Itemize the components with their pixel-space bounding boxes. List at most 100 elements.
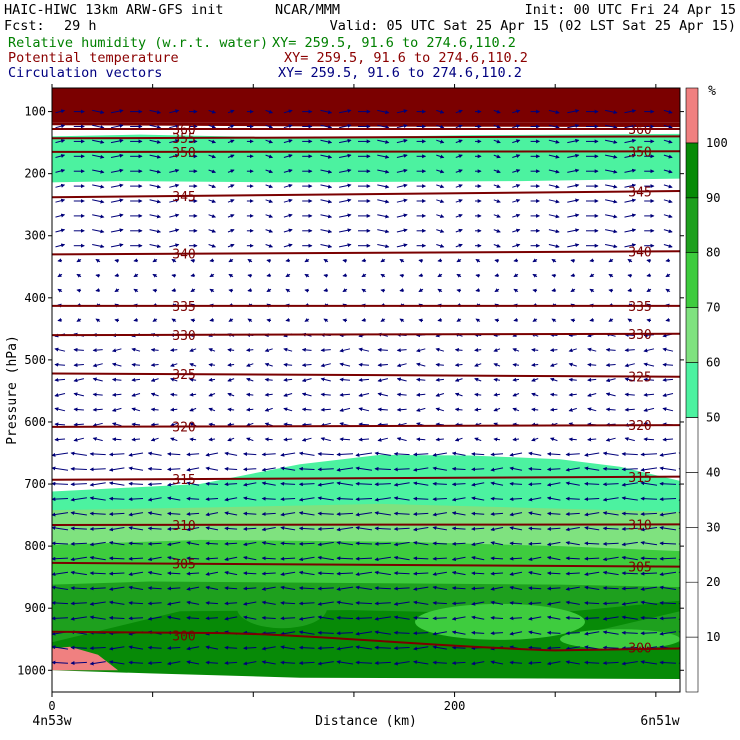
wind-vector	[167, 452, 181, 457]
wind-vector	[320, 377, 331, 382]
wind-vector	[186, 467, 200, 472]
wind-vector	[512, 407, 520, 412]
wind-vector	[283, 198, 293, 203]
wind-vector	[298, 556, 315, 562]
wind-vector	[568, 348, 577, 353]
field3-name: Circulation vectors	[8, 65, 162, 81]
wind-vector	[528, 556, 542, 562]
wind-vector	[640, 467, 658, 472]
wind-vector	[265, 124, 274, 129]
wind-vector	[92, 422, 103, 427]
wind-vector	[662, 362, 674, 367]
wind-vector	[147, 497, 162, 502]
wind-vector	[621, 601, 638, 606]
wind-vector	[602, 570, 619, 576]
wind-vector	[413, 527, 429, 532]
wind-vector	[663, 154, 673, 159]
wind-vector	[261, 467, 276, 472]
wind-vector	[205, 601, 219, 606]
wind-vector	[509, 497, 523, 502]
wind-vector	[565, 512, 580, 517]
wind-vector	[54, 422, 66, 427]
wind-vector	[265, 139, 274, 144]
wind-vector	[243, 601, 257, 606]
circulation-vectors	[52, 109, 680, 666]
field2-name: Potential temperature	[8, 50, 179, 66]
wind-vector	[70, 541, 87, 546]
wind-vector	[320, 407, 331, 412]
wind-vector	[663, 199, 673, 204]
wind-vector	[602, 556, 619, 562]
wind-vector	[283, 243, 293, 248]
wind-vector	[336, 556, 354, 561]
wind-vector	[128, 541, 144, 546]
wind-vector	[108, 556, 125, 561]
wind-vector	[374, 541, 391, 546]
wind-vector	[243, 541, 257, 547]
wind-vector	[377, 139, 390, 144]
wind-vector	[92, 437, 103, 442]
wind-vector	[150, 422, 159, 427]
colorbar-label: 50	[706, 411, 720, 425]
wind-vector	[301, 363, 312, 367]
wind-vector	[227, 392, 235, 397]
wind-vector	[283, 109, 293, 114]
wind-vector	[567, 124, 580, 129]
wind-vector	[454, 392, 463, 397]
wind-vector	[205, 497, 219, 502]
wind-vector	[602, 482, 619, 487]
wind-vector	[393, 541, 410, 547]
wind-vector	[280, 481, 296, 486]
wind-vector	[396, 183, 408, 188]
wind-vector	[261, 571, 276, 576]
wind-vector	[186, 600, 200, 605]
wind-vector	[243, 586, 257, 591]
wind-vector	[396, 348, 407, 353]
wind-vector	[413, 600, 429, 605]
wind-vector	[186, 615, 200, 620]
x-tick-label: 200	[444, 699, 466, 713]
wind-vector	[283, 422, 293, 427]
wind-vector	[624, 198, 637, 203]
wind-vector	[110, 123, 124, 129]
wind-vector	[455, 154, 463, 159]
header-fcst-label: Fcst:	[4, 18, 45, 34]
wind-vector	[621, 541, 638, 547]
wind-vector	[227, 362, 235, 367]
y-tick-label: 500	[24, 353, 46, 367]
wind-vector	[52, 466, 69, 471]
wind-vector	[110, 243, 124, 248]
wind-vector	[264, 407, 273, 412]
wind-vector	[227, 169, 235, 174]
wind-vector	[266, 318, 272, 323]
wind-vector	[393, 646, 410, 651]
wind-vector	[89, 646, 106, 651]
wind-vector	[531, 437, 539, 442]
wind-vector	[76, 317, 82, 322]
wind-vector	[456, 288, 462, 293]
wind-vector	[227, 377, 235, 382]
wind-vector	[133, 288, 139, 293]
wind-vector	[224, 526, 238, 531]
theta-label-345: 345	[172, 190, 195, 205]
wind-vector	[169, 243, 180, 248]
wind-vector	[662, 347, 674, 352]
wind-vector	[89, 496, 106, 501]
wind-vector	[227, 228, 235, 233]
wind-vector	[190, 273, 196, 278]
wind-vector	[551, 318, 557, 323]
wind-vector	[227, 124, 235, 129]
wind-vector	[455, 213, 463, 218]
wind-vector	[432, 616, 447, 621]
wind-vector	[627, 288, 633, 293]
wind-vector	[246, 422, 254, 427]
wind-vector	[110, 168, 124, 173]
wind-vector	[396, 198, 408, 203]
wind-vector	[208, 243, 217, 248]
wind-vector	[339, 153, 352, 158]
wind-vector	[509, 585, 523, 590]
wind-vector	[451, 556, 466, 562]
wind-vector	[169, 228, 180, 233]
wind-vector	[246, 437, 254, 442]
wind-vector	[167, 555, 181, 561]
